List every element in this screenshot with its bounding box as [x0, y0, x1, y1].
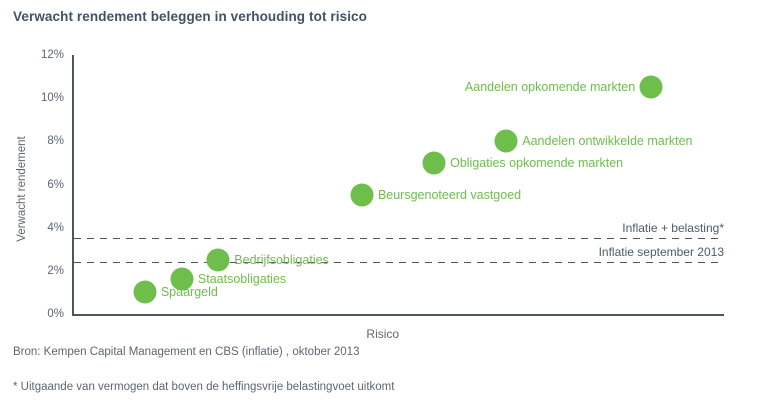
y-axis-title-text: Verwacht rendement [16, 135, 28, 242]
data-point-label-beursgenoteerd-vastgoed: Beursgenoteerd vastgoed [377, 188, 522, 203]
data-point-label-aandelen-ontwikkelde-markten: Aandelen ontwikkelde markten [522, 134, 693, 149]
plot-area: Verwacht rendement 0% 2% 4% 6% 8% 10% 12% Infl… [16, 49, 724, 341]
data-point-label-aandelen-opkomende-markten: Aandelen opkomende markten [464, 80, 636, 95]
data-point-aandelen-opkomende-markten [639, 75, 663, 99]
data-point-bedrijfsobligaties [206, 248, 230, 272]
y-tick-label-0: 0% [47, 308, 64, 320]
reference-line-inflatie-september-2013 [74, 262, 724, 264]
reference-line-label-inflatie-september-2013: Inflatie september 2013 [598, 245, 724, 260]
x-axis-title: Risico [366, 327, 400, 341]
data-point-spaargeld [133, 280, 157, 304]
data-point-label-bedrijfsobligaties: Bedrijfsobligaties [234, 253, 329, 268]
data-point-aandelen-ontwikkelde-markten [494, 129, 518, 153]
y-tick-label-8: 8% [47, 135, 64, 148]
y-tick-label-6: 6% [47, 178, 64, 191]
y-tick-label-12: 12% [40, 49, 64, 61]
footnote: * Uitgaande van vermogen dat boven de he… [13, 381, 395, 393]
data-point-beursgenoteerd-vastgoed [350, 183, 374, 207]
reference-line-label-inflatie-belasting: Inflatie + belasting* [622, 221, 724, 236]
y-tick-label-10: 10% [40, 92, 64, 105]
y-tick-label-2: 2% [47, 264, 64, 277]
source-note: Bron: Kempen Capital Management en CBS (… [13, 346, 360, 358]
data-point-label-staatsobligaties: Staatsobligaties [197, 272, 287, 287]
data-point-staatsobligaties [170, 267, 194, 291]
y-tick-label-4: 4% [47, 221, 64, 234]
data-point-obligaties-opkomende-markten [422, 151, 446, 175]
chart-title: Verwacht rendement beleggen in verhoudin… [13, 9, 368, 24]
data-point-label-obligaties-opkomende-markten: Obligaties opkomende markten [450, 155, 624, 170]
reference-line-inflatie-belasting [74, 238, 724, 240]
